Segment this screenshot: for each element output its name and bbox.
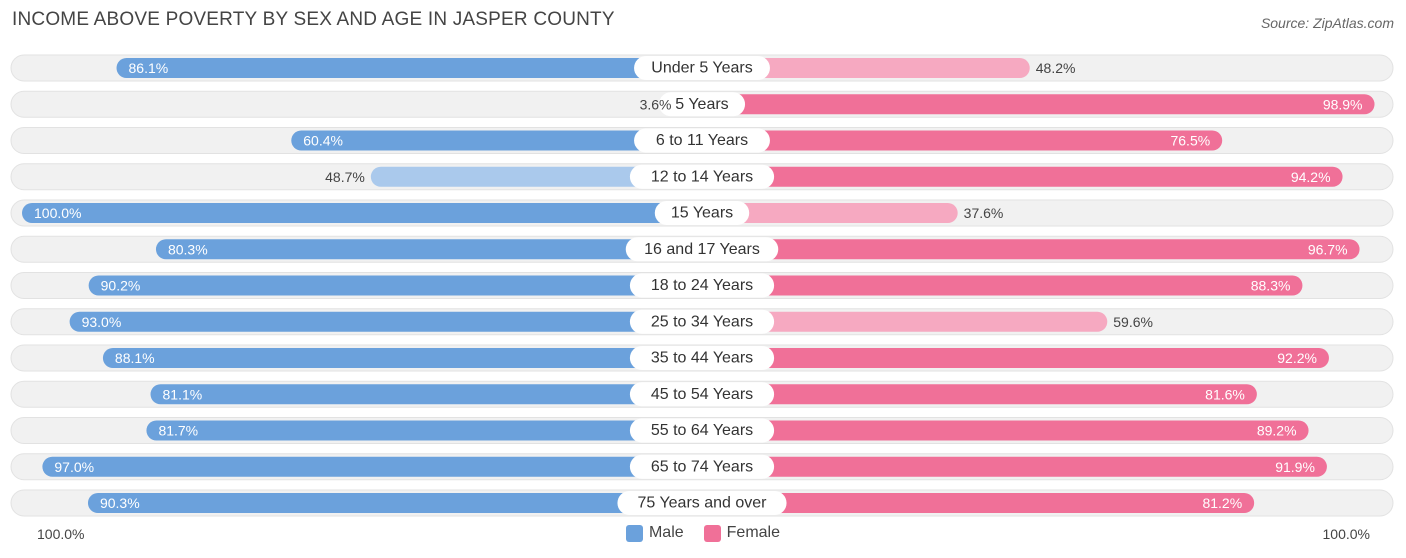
category-pill (629, 454, 775, 479)
male-value-label: 97.0% (54, 459, 94, 475)
category-pill (617, 491, 787, 515)
female-value-label: 92.2% (1277, 350, 1317, 366)
male-bar[interactable] (150, 384, 702, 405)
legend-swatch-female (703, 524, 721, 542)
legend-item-female[interactable]: Female (703, 524, 781, 542)
category-pill (658, 92, 746, 117)
male-value-label: 100.0% (34, 205, 81, 221)
axis-right-label: 100.0% (1322, 526, 1370, 542)
male-bar[interactable] (87, 493, 702, 513)
category-pill (634, 56, 770, 80)
axis-left-label: 100.0% (37, 526, 85, 542)
female-value-label: 48.2% (1036, 60, 1076, 76)
male-bar[interactable] (69, 311, 703, 332)
category-label: 12 to 14 Years (651, 168, 753, 185)
category-label: 45 to 54 Years (651, 386, 753, 403)
male-value-label: 60.4% (303, 133, 343, 149)
category-label: Under 5 Years (651, 60, 752, 77)
category-pill (625, 237, 779, 262)
female-value-label: 91.9% (1275, 459, 1315, 475)
female-value-label: 59.6% (1113, 314, 1153, 330)
male-value-label: 81.1% (163, 386, 203, 402)
category-label: 25 to 34 Years (651, 313, 753, 330)
female-value-label: 89.2% (1257, 423, 1297, 439)
male-bar[interactable] (146, 420, 702, 441)
male-value-label: 93.0% (82, 314, 122, 330)
female-bar[interactable] (702, 493, 1255, 513)
category-label: 18 to 24 Years (651, 277, 753, 294)
female-value-label: 94.2% (1291, 169, 1331, 185)
male-value-label: 80.3% (168, 241, 208, 257)
female-value-label: 81.2% (1202, 495, 1242, 511)
female-value-label: 96.7% (1308, 241, 1348, 257)
category-pill (629, 273, 775, 298)
female-value-label: 76.5% (1170, 133, 1210, 149)
female-value-label: 98.9% (1323, 96, 1363, 112)
male-value-label: 48.7% (325, 169, 365, 185)
male-bar[interactable] (291, 130, 702, 151)
legend: Male Female (0, 524, 1406, 542)
female-bar[interactable] (702, 239, 1360, 260)
female-bar[interactable] (702, 58, 1030, 78)
category-pill (629, 164, 775, 189)
female-bar[interactable] (702, 275, 1303, 296)
category-label: 65 to 74 Years (651, 458, 753, 475)
legend-item-male[interactable]: Male (625, 524, 684, 542)
category-label: 15 Years (671, 205, 733, 222)
legend-label-male: Male (648, 524, 684, 541)
female-bar[interactable] (702, 420, 1309, 441)
male-value-label: 86.1% (129, 60, 169, 76)
legend-label-female: Female (726, 524, 781, 541)
female-value-label: 88.3% (1251, 278, 1291, 294)
female-value-label: 37.6% (964, 205, 1004, 221)
male-value-label: 90.3% (100, 495, 140, 511)
female-bar[interactable] (702, 203, 958, 223)
source-credit: Source: ZipAtlas.com (1260, 15, 1394, 31)
male-bar[interactable] (88, 275, 702, 296)
female-bar[interactable] (702, 130, 1223, 151)
chart-title: INCOME ABOVE POVERTY BY SEX AND AGE IN J… (12, 9, 615, 30)
male-bar[interactable] (155, 239, 702, 260)
female-bar[interactable] (702, 311, 1108, 332)
male-bar[interactable] (102, 348, 703, 368)
female-bar[interactable] (702, 384, 1257, 405)
male-bar[interactable] (22, 203, 702, 223)
category-pill (634, 128, 770, 153)
legend-swatch-male (625, 524, 643, 542)
category-label: 5 Years (675, 96, 728, 113)
category-label: 35 to 44 Years (651, 350, 753, 367)
female-bar[interactable] (702, 94, 1375, 115)
female-bar[interactable] (702, 166, 1343, 187)
category-pill (629, 346, 775, 370)
category-pill (654, 201, 750, 225)
male-value-label: 3.6% (640, 96, 672, 112)
male-bar[interactable] (370, 166, 702, 187)
male-bar[interactable] (42, 456, 702, 477)
male-value-label: 88.1% (115, 350, 155, 366)
female-bar[interactable] (702, 348, 1329, 368)
female-bar[interactable] (702, 456, 1327, 477)
category-label: 75 Years and over (638, 495, 768, 512)
category-pill (629, 382, 775, 407)
male-bar[interactable] (116, 58, 702, 78)
male-value-label: 90.2% (101, 278, 141, 294)
category-label: 55 to 64 Years (651, 422, 753, 439)
male-value-label: 81.7% (158, 423, 198, 439)
category-pill (629, 418, 775, 443)
category-label: 16 and 17 Years (644, 241, 760, 258)
category-label: 6 to 11 Years (656, 132, 748, 149)
category-pill (629, 309, 775, 334)
female-value-label: 81.6% (1205, 386, 1245, 402)
